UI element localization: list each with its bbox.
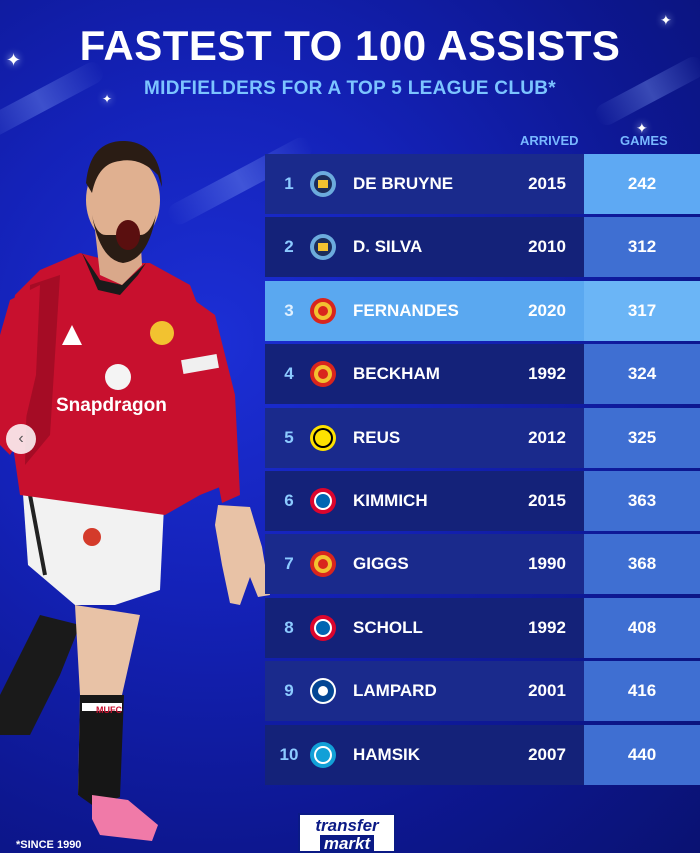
rank: 6 [284, 490, 294, 510]
page-subtitle: MIDFIELDERS FOR A TOP 5 LEAGUE CLUB* [144, 78, 556, 99]
games-count: 368 [627, 554, 657, 574]
table-row: 6 KIMMICH 2015 363 [265, 470, 700, 531]
arrived-year: 2015 [528, 490, 566, 510]
sparkle-icon: ✦ [636, 120, 648, 136]
arrived-year: 2010 [528, 237, 566, 257]
table-row: 5 REUS 2012 325 [265, 407, 700, 468]
arrived-year: 1992 [528, 364, 566, 384]
games-count: 408 [627, 617, 657, 637]
sparkle-icon: ✦ [6, 50, 22, 70]
man-city-crest-icon [310, 171, 336, 197]
games-cell [584, 661, 700, 722]
rank: 8 [284, 617, 294, 637]
games-count: 312 [627, 237, 657, 257]
light-streak [0, 58, 107, 144]
rank: 1 [284, 174, 294, 193]
table-row: 8 SCHOLL 1992 408 [265, 597, 700, 658]
bayern-crest-icon [310, 614, 336, 641]
brand-line-2: markt [319, 835, 375, 852]
arrived-year: 2012 [528, 427, 566, 447]
player-name: FERNANDES [353, 300, 459, 320]
arrived-year: 2007 [528, 744, 566, 764]
games-cell [584, 534, 700, 595]
player-name: D. SILVA [353, 237, 423, 257]
games-cell [584, 407, 700, 468]
shorts-crest-icon [83, 528, 101, 546]
rank: 5 [284, 427, 294, 447]
sock-text: MUFC [96, 705, 122, 715]
column-header-games: GAMES [620, 133, 668, 148]
arrived-year: 1992 [528, 617, 566, 637]
arrived-year: 2001 [528, 681, 566, 701]
player-name: LAMPARD [353, 681, 437, 701]
games-cell [584, 154, 700, 214]
previous-slide-button[interactable]: ‹ [6, 424, 36, 454]
table-row: 4 BECKHAM 1992 324 [265, 344, 700, 405]
table-row: 9 LAMPARD 2001 416 [265, 661, 700, 722]
player-name: SCHOLL [353, 617, 423, 637]
rank: 9 [284, 681, 294, 701]
table-row: 10 HAMSIK 2007 440 [265, 724, 700, 785]
napoli-crest-icon [310, 741, 336, 768]
page-title: FASTEST TO 100 ASSISTS [79, 22, 621, 69]
games-count: 242 [627, 174, 657, 193]
player-name: GIGGS [353, 554, 409, 574]
games-count: 324 [627, 364, 657, 384]
games-cell [584, 344, 700, 405]
games-count: 416 [627, 681, 657, 701]
dortmund-crest-icon [310, 424, 336, 451]
games-cell [584, 470, 700, 531]
shirt-brand-icon [62, 325, 82, 345]
shirt-sponsor: Snapdragon [56, 395, 167, 416]
games-count: 317 [627, 300, 657, 320]
games-count: 440 [627, 744, 657, 764]
table-row: 2 D. SILVA 2010 312 [265, 217, 700, 278]
arrived-year: 2015 [528, 174, 566, 193]
player-name: KIMMICH [353, 490, 428, 510]
player-name: BECKHAM [353, 364, 440, 384]
man-united-crest-icon [310, 551, 336, 578]
shirt-crest-icon [150, 321, 174, 345]
table-row: 7 GIGGS 1990 368 [265, 534, 700, 595]
rank: 7 [284, 554, 294, 574]
rank: 2 [284, 237, 294, 257]
games-count: 363 [627, 490, 657, 510]
man-city-crest-icon [310, 234, 336, 261]
games-cell [584, 217, 700, 278]
games-count: 325 [627, 427, 657, 447]
sparkle-icon: ✦ [102, 92, 113, 106]
transfermarkt-logo: transfer markt [298, 813, 396, 853]
games-cell [584, 280, 700, 341]
table-row: 1 DE BRUYNE 2015 242 [265, 154, 700, 214]
rank: 10 [279, 744, 299, 764]
rank: 3 [284, 300, 294, 320]
player-name: DE BRUYNE [353, 174, 454, 193]
player-name: HAMSIK [353, 744, 421, 764]
footnote: *SINCE 1990 [16, 839, 82, 851]
games-cell [584, 724, 700, 785]
games-cell [584, 597, 700, 658]
brand-line-1: transfer [315, 816, 379, 835]
column-header-arrived: ARRIVED [520, 133, 579, 148]
man-united-crest-icon [310, 297, 336, 324]
rank: 4 [284, 364, 294, 384]
bayern-crest-icon [310, 487, 336, 514]
arrived-year: 2020 [528, 300, 566, 320]
ranking-table: 1 DE BRUYNE 2015 242 2 D. SILVA 2010 312… [265, 154, 700, 788]
table-row-highlighted: 3 FERNANDES 2020 317 [265, 280, 700, 341]
player-image: Snapdragon MUFC [0, 140, 270, 841]
player-name: REUS [353, 427, 401, 447]
sparkle-icon: ✦ [660, 12, 672, 28]
arrived-year: 1990 [528, 554, 566, 574]
man-united-crest-icon [310, 361, 336, 388]
chevron-left-icon: ‹ [18, 430, 24, 447]
chelsea-crest-icon [310, 678, 336, 705]
